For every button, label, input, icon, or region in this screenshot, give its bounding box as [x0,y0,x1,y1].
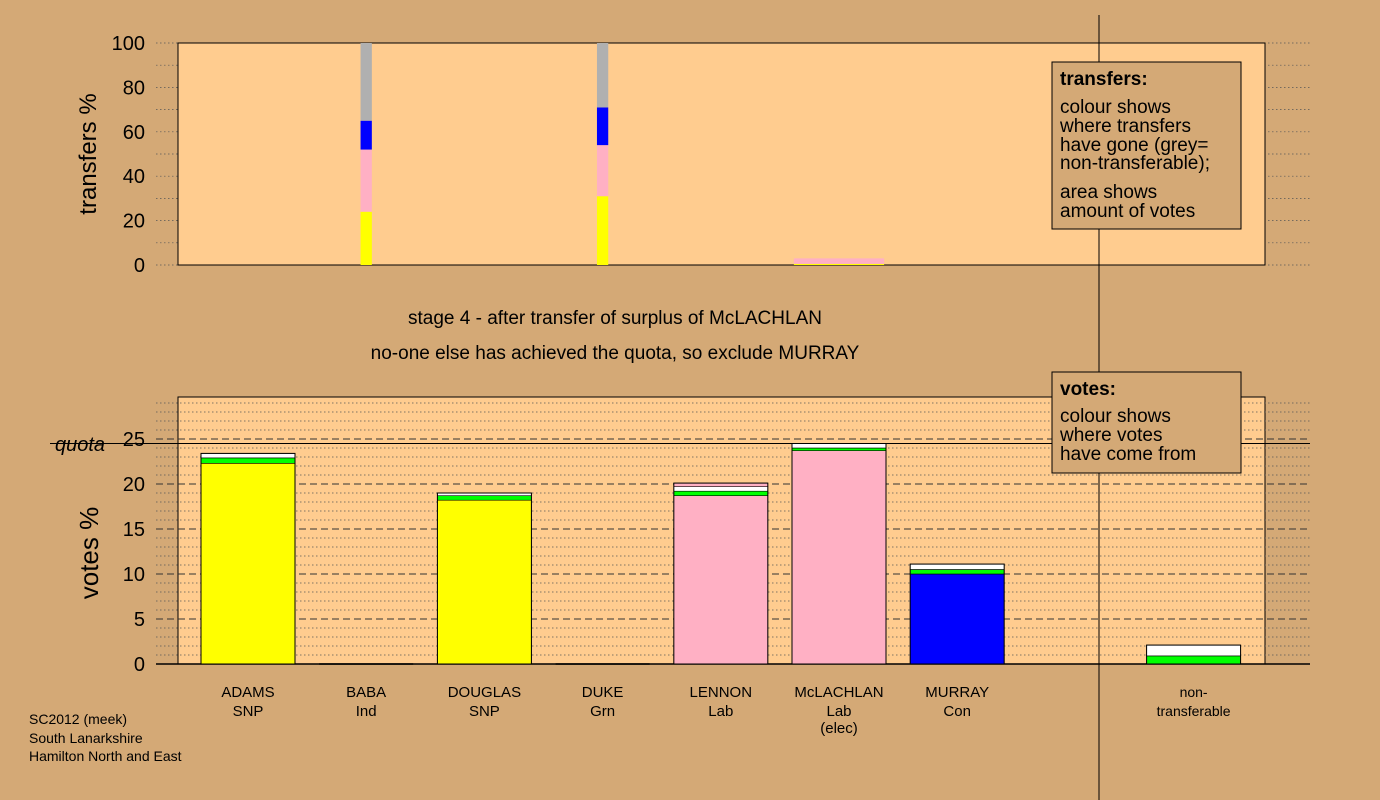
vote-segment-ind [1146,644,1241,657]
candidate-party-label: Lab [826,703,851,720]
transfer-segment-snp [793,263,885,265]
candidate-name-label: BABA [346,684,386,701]
footer-line: South Lanarkshire [29,730,143,746]
vote-segment-lab [673,495,769,665]
votes-y-tick-label: 10 [123,564,145,586]
candidate-party-label: Grn [590,703,615,720]
vote-bar-outline [436,492,532,665]
transfer-segment-nontransferable [360,43,372,121]
votes-y-axis-label: votes % [74,507,104,600]
transfers-y-axis-label: transfers % [75,93,102,214]
candidate-name-label: MURRAY [925,684,989,701]
candidate-party-label: Con [943,703,971,720]
transfers-legend-title: transfers: [1060,69,1148,90]
candidate-name-label: McLACHLAN [794,684,883,701]
candidate-party-label: transferable [1157,703,1231,719]
vote-segment-ind [673,486,769,492]
vote-segment-lab [791,450,887,665]
vote-segment-con [909,573,1005,665]
vote-bar-outline [200,452,296,665]
votes-legend-title: votes: [1060,379,1116,400]
transfer-segment-lab [793,258,885,264]
candidate-name-label: DOUGLAS [448,684,521,701]
transfers-legend-line: where transfers [1059,116,1191,137]
stage-title: stage 4 - after transfer of surplus of M… [408,308,822,329]
votes-y-tick-label: 5 [134,609,145,631]
transfer-segment-nontransferable [596,43,609,108]
transfers-y-tick-label: 80 [123,77,145,99]
transfers-y-tick-label: 60 [123,122,145,144]
transfers-y-tick-label: 40 [123,166,145,188]
transfers-y-tick-label: 20 [123,211,145,233]
candidate-party-label: Lab [708,703,733,720]
vote-segment-ind [791,443,887,449]
vote-segment-grn [791,447,887,452]
candidate-party-label: SNP [469,703,500,720]
transfers-y-axis: 0 20 40 60 80 100 [112,33,145,277]
transfers-y-tick-label: 100 [112,33,145,55]
transfer-segment-lab [596,145,609,197]
footer-line: SC2012 (meek) [29,711,127,727]
transfers-bars [360,43,885,265]
votes-y-axis: 0 5 10 15 20 25 [123,429,145,676]
transfers-y-tick-label: 0 [134,255,145,277]
quota-label: quota [55,434,105,456]
candidate-party-label: SNP [233,703,264,720]
vote-bar-outline [909,563,1005,665]
votes-y-tick-label: 20 [123,474,145,496]
votes-legend-line: where votes [1059,425,1162,446]
votes-y-tick-label: 25 [123,429,145,451]
vote-segment-snp [200,462,296,665]
footer-info: SC2012 (meek) South Lanarkshire Hamilton… [29,711,182,764]
transfers-legend-line: have gone (grey= [1060,135,1208,156]
candidate-party-label: Ind [356,703,377,720]
vote-segment-ind [200,453,296,459]
votes-bars [200,443,1242,665]
transfers-legend-line: amount of votes [1060,201,1195,222]
vote-bar-outline [1146,644,1242,665]
votes-legend: votes: colour shows where votes have com… [1051,371,1242,474]
transfer-segment-snp [360,211,372,265]
votes-y-tick-label: 0 [134,654,145,676]
transfer-segment-con [360,120,372,150]
transfers-legend-line: colour shows [1060,97,1171,118]
candidate-status-label: (elec) [820,720,858,737]
vote-segment-grn [200,457,296,464]
votes-x-labels: ADAMS SNP BABA Ind DOUGLAS SNP DUKE Grn LENNON La… [221,684,1230,737]
votes-legend-line: have come from [1060,444,1196,465]
vote-segment-lab [673,482,769,488]
footer-line: Hamilton North and East [29,748,182,764]
vote-segment-grn [1146,655,1241,665]
vote-segment-snp [437,499,532,665]
transfer-segment-con [596,107,609,146]
vote-segment-grn [909,569,1005,575]
transfers-legend-line: area shows [1060,182,1157,203]
vote-bar-outline [673,482,769,665]
votes-y-tick-label: 15 [123,519,145,541]
candidate-name-label: non- [1180,684,1208,700]
candidate-name-label: ADAMS [221,684,274,701]
candidate-name-label: DUKE [582,684,624,701]
transfer-segment-snp [596,196,609,265]
vote-segment-ind [909,563,1005,570]
transfer-segment-lab [360,149,372,212]
vote-segment-grn [673,490,769,497]
candidate-name-label: LENNON [690,684,753,701]
transfers-legend: transfers: colour shows where transfers … [1051,61,1242,230]
stage-subtitle: no-one else has achieved the quota, so e… [371,343,860,364]
vote-segment-grn [437,495,532,501]
votes-legend-line: colour shows [1060,406,1171,427]
transfers-legend-line: non-transferable); [1060,153,1210,174]
